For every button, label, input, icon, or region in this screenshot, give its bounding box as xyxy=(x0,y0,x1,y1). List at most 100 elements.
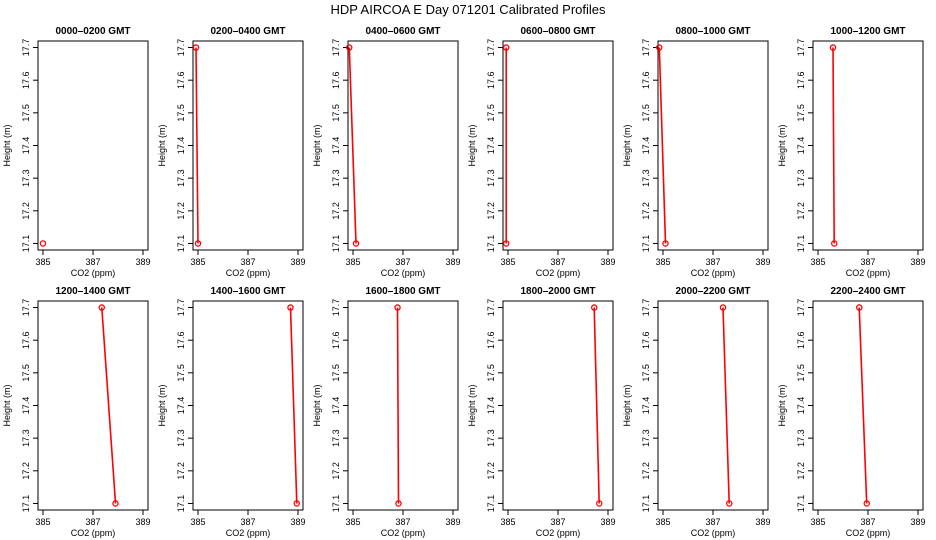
x-tick-label: 385 xyxy=(35,517,50,527)
x-tick-label: 389 xyxy=(755,257,770,267)
y-tick-label: 17.4 xyxy=(176,137,186,155)
y-tick-label: 17.6 xyxy=(331,331,341,349)
panel-7: 1200–1400 GMT 385 387 389 CO2 (ppm) 17.1 17.2 1… xyxy=(2,286,151,538)
x-tick-label: 387 xyxy=(395,257,410,267)
y-axis-label: Height (m) xyxy=(467,124,477,166)
data-point xyxy=(112,500,119,507)
x-tick-label: 389 xyxy=(600,257,615,267)
y-tick-label: 17.4 xyxy=(21,137,31,155)
panel-8: 1400–1600 GMT 385 387 389 CO2 (ppm) 17.1 17.2 1… xyxy=(157,286,306,538)
panel-title: 0600–0800 GMT xyxy=(520,26,595,37)
plot-frame xyxy=(812,300,924,511)
y-tick-label: 17.7 xyxy=(176,299,186,317)
x-axis-label: CO2 (ppm) xyxy=(381,528,426,538)
plot-frame xyxy=(812,40,924,251)
plot-frame xyxy=(657,40,769,251)
x-tick-label: 385 xyxy=(655,257,670,267)
panel-title: 1600–1800 GMT xyxy=(365,286,440,297)
x-tick-label: 385 xyxy=(345,257,360,267)
x-tick-label: 385 xyxy=(35,257,50,267)
y-tick-label: 17.6 xyxy=(176,71,186,89)
y-tick-label: 17.2 xyxy=(641,462,651,480)
x-axis-label: CO2 (ppm) xyxy=(226,268,271,278)
series-line xyxy=(832,47,835,244)
y-tick-label: 17.4 xyxy=(176,397,186,415)
y-tick-label: 17.7 xyxy=(796,299,806,317)
y-tick-label: 17.4 xyxy=(21,397,31,415)
data-point xyxy=(726,500,733,507)
y-tick-label: 17.5 xyxy=(486,104,496,122)
panel-title: 1200–1400 GMT xyxy=(55,286,130,297)
data-point xyxy=(831,240,838,247)
y-axis-label: Height (m) xyxy=(312,124,322,166)
x-axis-label: CO2 (ppm) xyxy=(846,528,891,538)
y-tick-label: 17.3 xyxy=(641,169,651,187)
x-tick-label: 389 xyxy=(135,257,150,267)
y-tick-label: 17.3 xyxy=(21,169,31,187)
y-tick-label: 17.7 xyxy=(21,39,31,57)
y-tick-label: 17.3 xyxy=(21,429,31,447)
y-axis-label: Height (m) xyxy=(157,384,167,426)
y-tick-label: 17.7 xyxy=(796,39,806,57)
x-tick-label: 387 xyxy=(240,257,255,267)
y-tick-label: 17.7 xyxy=(21,299,31,317)
panel-12: 2200–2400 GMT 385 387 389 CO2 (ppm) 17.1 17.2 1… xyxy=(777,286,926,538)
data-point xyxy=(596,500,603,507)
x-tick-label: 389 xyxy=(135,517,150,527)
data-point xyxy=(287,304,294,311)
y-tick-label: 17.1 xyxy=(331,235,341,253)
series-line xyxy=(722,307,730,504)
x-tick-label: 387 xyxy=(85,257,100,267)
y-axis-label: Height (m) xyxy=(622,124,632,166)
x-axis-label: CO2 (ppm) xyxy=(691,268,736,278)
y-tick-label: 17.3 xyxy=(486,169,496,187)
x-tick-label: 389 xyxy=(755,517,770,527)
data-point xyxy=(863,500,871,507)
panel-title: 2000–2200 GMT xyxy=(675,286,750,297)
x-tick-label: 385 xyxy=(655,517,670,527)
x-tick-label: 385 xyxy=(345,517,360,527)
y-tick-label: 17.1 xyxy=(486,235,496,253)
y-tick-label: 17.2 xyxy=(486,202,496,220)
panel-5: 0800–1000 GMT 385 387 389 CO2 (ppm) 17.1 17.2 1… xyxy=(622,26,771,278)
y-tick-label: 17.6 xyxy=(641,331,651,349)
y-tick-label: 17.1 xyxy=(796,235,806,253)
x-tick-label: 387 xyxy=(705,517,720,527)
x-axis-label: CO2 (ppm) xyxy=(226,528,271,538)
y-tick-label: 17.2 xyxy=(641,202,651,220)
y-tick-label: 17.7 xyxy=(641,299,651,317)
plot-frame xyxy=(347,40,459,251)
y-tick-label: 17.5 xyxy=(641,364,651,382)
y-tick-label: 17.1 xyxy=(641,235,651,253)
y-tick-label: 17.4 xyxy=(796,397,806,415)
chart-figure-title: HDP AIRCOA E Day 071201 Calibrated Profi… xyxy=(330,2,606,17)
y-tick-label: 17.4 xyxy=(641,137,651,155)
y-tick-label: 17.5 xyxy=(21,364,31,382)
data-point xyxy=(719,304,727,311)
data-point xyxy=(502,44,510,51)
series-line xyxy=(658,47,667,244)
y-tick-label: 17.6 xyxy=(21,71,31,89)
series-line xyxy=(858,307,868,504)
y-tick-label: 17.7 xyxy=(486,299,496,317)
y-tick-label: 17.3 xyxy=(796,429,806,447)
x-tick-label: 387 xyxy=(85,517,100,527)
x-tick-label: 389 xyxy=(910,257,925,267)
y-tick-label: 17.6 xyxy=(641,71,651,89)
x-axis-label: CO2 (ppm) xyxy=(846,268,891,278)
y-tick-label: 17.5 xyxy=(331,104,341,122)
x-tick-label: 387 xyxy=(395,517,410,527)
data-point xyxy=(829,44,837,51)
y-tick-label: 17.1 xyxy=(176,235,186,253)
y-tick-label: 17.5 xyxy=(486,364,496,382)
panel-9: 1600–1800 GMT 385 387 389 CO2 (ppm) 17.1 17.2 1… xyxy=(312,286,461,538)
y-tick-label: 17.2 xyxy=(176,462,186,480)
y-axis-label: Height (m) xyxy=(2,124,12,166)
series-line xyxy=(396,307,400,504)
x-tick-label: 387 xyxy=(550,257,565,267)
x-tick-label: 385 xyxy=(810,517,825,527)
y-tick-label: 17.7 xyxy=(331,39,341,57)
data-point xyxy=(293,500,300,507)
y-tick-label: 17.2 xyxy=(796,462,806,480)
